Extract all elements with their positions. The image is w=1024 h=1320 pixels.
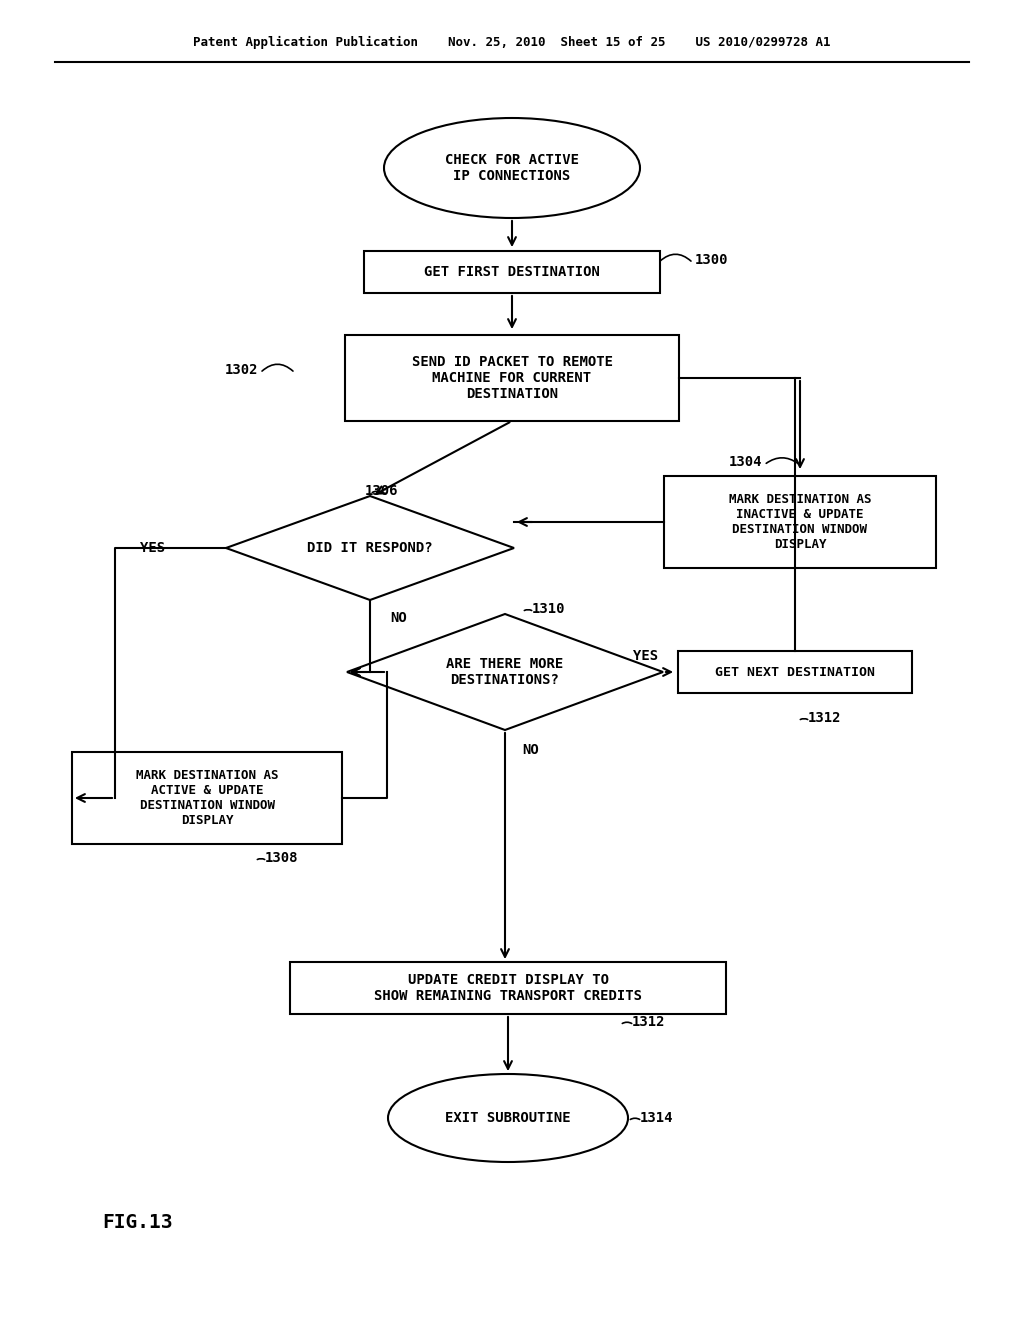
Bar [664, 477, 936, 568]
Text: NO: NO [522, 743, 539, 756]
Text: 1306: 1306 [366, 484, 398, 498]
Text: 1314: 1314 [640, 1111, 674, 1125]
Text: 1310: 1310 [532, 602, 565, 616]
Text: YES: YES [140, 541, 165, 554]
Text: 1302: 1302 [224, 363, 258, 378]
Text: 1312: 1312 [808, 711, 842, 725]
Text: NO: NO [390, 611, 407, 624]
Text: YES: YES [633, 649, 658, 663]
Text: UPDATE CREDIT DISPLAY TO
SHOW REMAINING TRANSPORT CREDITS: UPDATE CREDIT DISPLAY TO SHOW REMAINING … [374, 973, 642, 1003]
Text: EXIT SUBROUTINE: EXIT SUBROUTINE [445, 1111, 570, 1125]
Text: 1308: 1308 [265, 851, 299, 865]
Text: ARE THERE MORE
DESTINATIONS?: ARE THERE MORE DESTINATIONS? [446, 657, 563, 688]
Text: GET NEXT DESTINATION: GET NEXT DESTINATION [715, 665, 874, 678]
Text: MARK DESTINATION AS
ACTIVE & UPDATE
DESTINATION WINDOW
DISPLAY: MARK DESTINATION AS ACTIVE & UPDATE DEST… [136, 770, 279, 828]
Text: 1304: 1304 [728, 455, 762, 469]
Text: Patent Application Publication    Nov. 25, 2010  Sheet 15 of 25    US 2010/02997: Patent Application Publication Nov. 25, … [194, 36, 830, 49]
Text: 1312: 1312 [632, 1015, 666, 1030]
Bar [678, 651, 912, 693]
Text: FIG.13: FIG.13 [102, 1213, 173, 1232]
Bar [290, 962, 726, 1014]
Text: DID IT RESPOND?: DID IT RESPOND? [307, 541, 433, 554]
Text: 1300: 1300 [695, 253, 728, 267]
Text: CHECK FOR ACTIVE
IP CONNECTIONS: CHECK FOR ACTIVE IP CONNECTIONS [445, 153, 579, 183]
Text: MARK DESTINATION AS
INACTIVE & UPDATE
DESTINATION WINDOW
DISPLAY: MARK DESTINATION AS INACTIVE & UPDATE DE… [729, 492, 871, 550]
Bar [364, 251, 660, 293]
Text: SEND ID PACKET TO REMOTE
MACHINE FOR CURRENT
DESTINATION: SEND ID PACKET TO REMOTE MACHINE FOR CUR… [412, 355, 612, 401]
Bar [345, 335, 679, 421]
Text: GET FIRST DESTINATION: GET FIRST DESTINATION [424, 265, 600, 279]
Bar [72, 752, 342, 843]
